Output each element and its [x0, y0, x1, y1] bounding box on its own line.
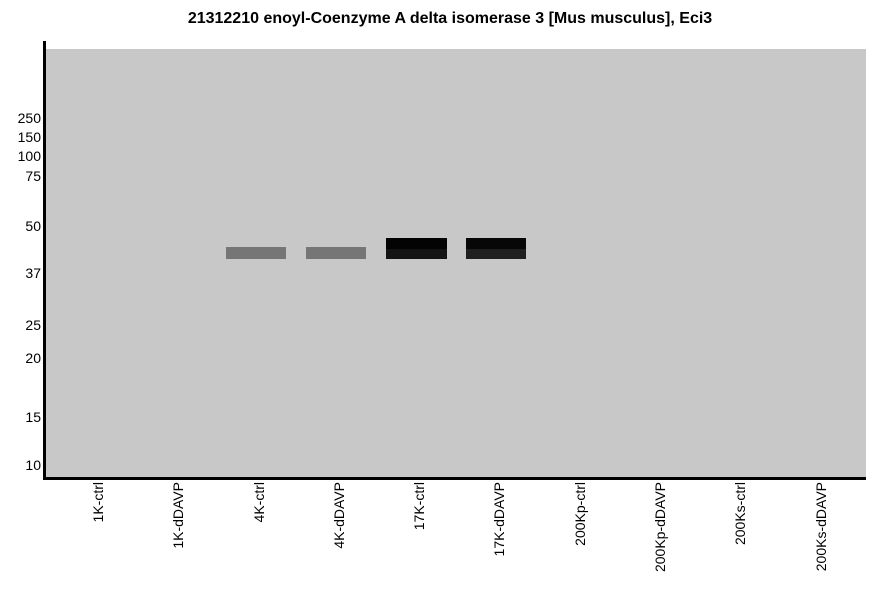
mw-band-segment [386, 249, 447, 259]
lane-label: 200Kp-ctrl [572, 482, 588, 546]
y-axis-line [43, 41, 46, 480]
y-tick-label: 150 [17, 129, 41, 145]
mw-band-segment [306, 247, 366, 259]
mw-band-segment [466, 238, 526, 249]
mw-band-segment [386, 238, 447, 249]
mw-band-segment [226, 247, 286, 259]
y-tick-label: 100 [17, 148, 41, 164]
mw-band-segment [466, 249, 526, 259]
y-tick-label: 37 [25, 265, 41, 281]
lane-label: 200Ks-dDAVP [813, 482, 829, 572]
y-tick-label: 75 [25, 168, 41, 184]
y-tick-label: 10 [25, 457, 41, 473]
y-tick-label: 50 [25, 218, 41, 234]
lane-label: 17K-dDAVP [491, 482, 507, 557]
mw-band [226, 247, 286, 259]
lane-label: 17K-ctrl [411, 482, 427, 531]
y-tick-label: 250 [17, 110, 41, 126]
y-tick-label: 15 [25, 409, 41, 425]
lane-label: 4K-dDAVP [331, 482, 347, 549]
lane-label: 4K-ctrl [251, 482, 267, 523]
figure-title: 21312210 enoyl-Coenzyme A delta isomeras… [187, 10, 713, 27]
lane-label: 200Ks-ctrl [732, 482, 748, 546]
mw-band [386, 238, 447, 259]
mw-band [466, 238, 526, 259]
y-tick-label: 20 [25, 350, 41, 366]
plot-area [45, 49, 866, 477]
lane-label: 1K-dDAVP [170, 482, 186, 549]
lane-label: 200Kp-dDAVP [652, 482, 668, 573]
x-axis-line [43, 477, 866, 480]
y-tick-label: 25 [25, 317, 41, 333]
mw-band [306, 247, 366, 259]
lane-label: 1K-ctrl [90, 482, 106, 523]
